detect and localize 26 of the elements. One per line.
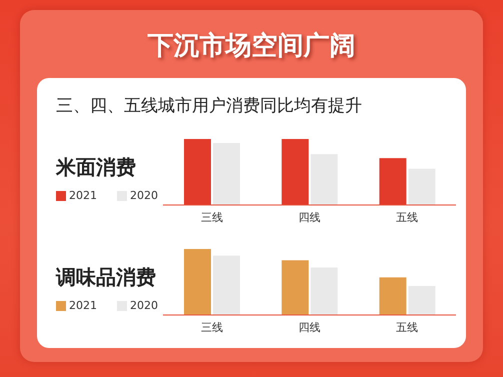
text: 三、四、五线城市用户消费同比均有提升: [56, 95, 362, 117]
x-tick-label: 五线: [396, 210, 418, 224]
bar: [213, 142, 240, 205]
text: 米面消费: [56, 154, 136, 181]
bar: [408, 286, 436, 315]
bar: [310, 267, 338, 315]
bar: [408, 168, 436, 205]
x-tick-label: 三线: [200, 320, 223, 334]
bar: [379, 277, 406, 315]
bar: [310, 154, 338, 205]
bar: [379, 158, 406, 205]
x-tick-label: 五线: [396, 320, 418, 334]
bar: [213, 256, 240, 315]
legend-label: 2020: [130, 189, 158, 202]
x-tick-label: 四线: [298, 320, 320, 334]
bar: [184, 139, 211, 205]
text: 下沉市场空间广阔: [146, 30, 356, 63]
legend-label: 2021: [69, 299, 97, 312]
bar: [282, 139, 309, 205]
legend-label: 2020: [130, 299, 158, 312]
bar: [282, 260, 309, 315]
x-tick-label: 三线: [200, 210, 223, 224]
legend-label: 2021: [69, 189, 97, 202]
x-tick-label: 四线: [298, 210, 320, 224]
text: 调味品消费: [56, 264, 156, 291]
bar: [184, 249, 211, 315]
